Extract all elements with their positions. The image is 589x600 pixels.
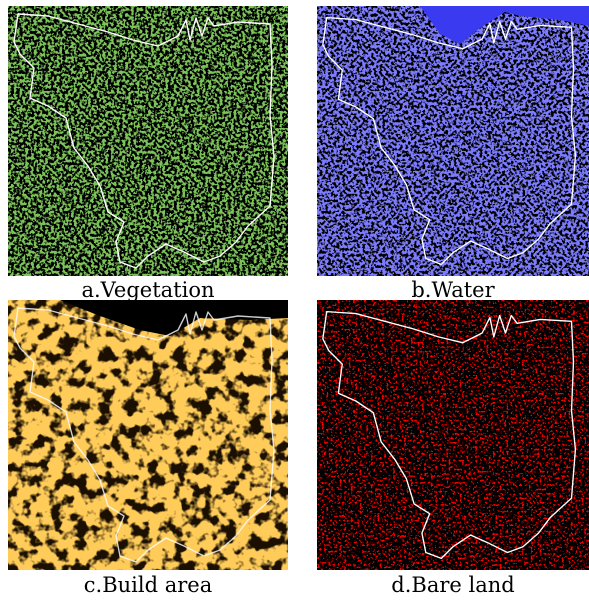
panel-caption: d.Bare land: [391, 573, 514, 597]
map-panel: [317, 6, 589, 276]
panel-caption: b.Water: [411, 278, 495, 302]
panel-caption: a.Vegetation: [81, 278, 214, 302]
map-panel: [317, 300, 589, 570]
map-panel: [8, 300, 288, 570]
figure: a.Vegetation b.Water c.Build area d.Bare…: [0, 0, 589, 600]
map-panel: [8, 6, 288, 276]
panel-caption: c.Build area: [84, 573, 212, 597]
